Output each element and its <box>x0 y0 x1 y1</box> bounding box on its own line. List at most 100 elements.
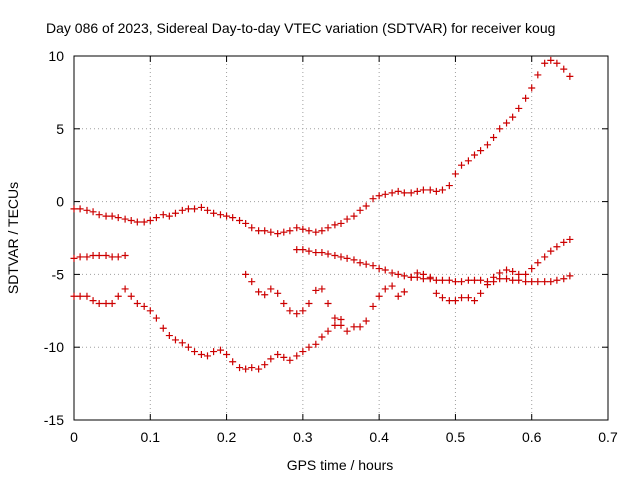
y-tick-label: -5 <box>52 266 65 282</box>
data-point <box>159 324 167 332</box>
data-point <box>280 228 288 236</box>
x-tick-label: 0.2 <box>217 429 237 445</box>
data-point <box>312 340 320 348</box>
data-point <box>171 209 179 217</box>
data-point <box>483 281 491 289</box>
data-point <box>509 113 517 121</box>
data-point <box>140 302 148 310</box>
data-point <box>324 250 332 258</box>
data-point <box>318 285 326 293</box>
data-point <box>89 251 97 259</box>
data-point <box>255 365 263 373</box>
data-point <box>369 262 377 270</box>
data-point <box>89 297 97 305</box>
data-point <box>83 206 91 214</box>
data-point <box>503 119 511 127</box>
y-tick-label: -10 <box>44 339 64 355</box>
chart-title: Day 086 of 2023, Sidereal Day-to-day VTE… <box>46 20 555 36</box>
data-point <box>95 300 103 308</box>
data-point <box>261 361 269 369</box>
data-point <box>305 227 313 235</box>
data-point <box>280 300 288 308</box>
series-satellite-b <box>70 251 129 262</box>
data-point <box>560 65 568 73</box>
data-point <box>293 246 301 254</box>
data-point <box>438 186 446 194</box>
data-point <box>496 125 504 133</box>
data-point <box>490 134 498 142</box>
data-point <box>369 302 377 310</box>
data-point <box>400 272 408 280</box>
data-point <box>337 219 345 227</box>
data-point <box>407 189 415 197</box>
data-point <box>331 251 339 259</box>
data-point <box>419 186 427 194</box>
data-point <box>464 276 472 284</box>
data-point <box>299 348 307 356</box>
x-tick-label: 0.6 <box>522 429 542 445</box>
data-point <box>362 260 370 268</box>
data-point <box>159 211 167 219</box>
data-point <box>121 285 129 293</box>
data-point <box>191 205 199 213</box>
data-point <box>522 278 530 286</box>
data-point <box>388 189 396 197</box>
data-point <box>108 212 116 220</box>
series-satellite-d <box>70 285 345 373</box>
data-point <box>286 307 294 315</box>
data-point <box>553 59 561 67</box>
data-point <box>229 214 237 222</box>
data-point <box>509 267 517 275</box>
data-point <box>184 343 192 351</box>
data-point <box>560 275 568 283</box>
data-point <box>375 265 383 273</box>
data-point <box>248 364 256 372</box>
y-tick-label: 0 <box>56 194 64 210</box>
data-point <box>509 276 517 284</box>
data-point <box>83 292 91 300</box>
x-tick-label: 0.5 <box>446 429 466 445</box>
data-point <box>293 352 301 360</box>
data-point <box>267 228 275 236</box>
data-point <box>318 333 326 341</box>
data-point <box>261 291 269 299</box>
data-point <box>229 358 237 366</box>
data-point <box>419 270 427 278</box>
data-point <box>255 288 263 296</box>
data-point <box>464 157 472 165</box>
data-point <box>388 269 396 277</box>
data-point <box>261 227 269 235</box>
data-point <box>305 343 313 351</box>
plot-area-border <box>73 55 609 421</box>
data-point <box>553 243 561 251</box>
data-point <box>324 300 332 308</box>
data-point <box>477 289 485 297</box>
data-point <box>312 228 320 236</box>
data-point <box>318 227 326 235</box>
data-point <box>242 365 250 373</box>
data-point <box>515 270 523 278</box>
data-point <box>407 273 415 281</box>
data-point <box>426 273 434 281</box>
data-point <box>566 272 574 280</box>
data-point <box>248 278 256 286</box>
series-satellite-e <box>242 235 574 335</box>
data-point <box>70 292 78 300</box>
data-point <box>458 278 466 286</box>
data-point <box>528 278 536 286</box>
data-point <box>293 310 301 318</box>
data-point <box>248 224 256 232</box>
data-point <box>375 192 383 200</box>
x-tick-label: 0 <box>70 429 78 445</box>
data-point <box>299 307 307 315</box>
data-point <box>152 314 160 322</box>
y-tick-label: -15 <box>44 412 64 428</box>
data-point <box>388 282 396 290</box>
data-point <box>178 206 186 214</box>
data-point <box>133 218 141 226</box>
data-point <box>171 336 179 344</box>
data-point <box>114 292 122 300</box>
data-point <box>331 321 339 329</box>
data-point <box>152 214 160 222</box>
data-point <box>274 230 282 238</box>
